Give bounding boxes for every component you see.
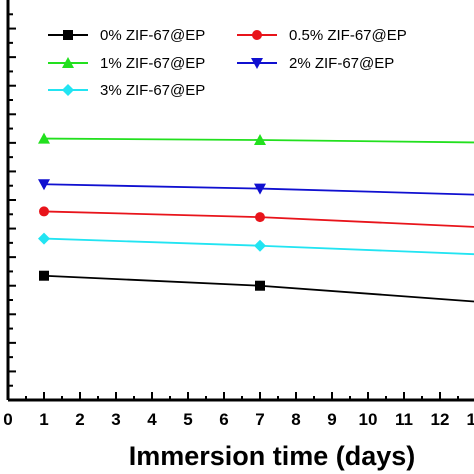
data-point (254, 134, 266, 145)
x-tick-label: 9 (327, 410, 336, 429)
data-point (39, 270, 49, 281)
legend-label: 0.5% ZIF-67@EP (289, 27, 407, 44)
legend-label: 2% ZIF-67@EP (289, 55, 394, 72)
series-group (38, 132, 474, 303)
x-tick-label: 4 (147, 410, 157, 429)
data-point (39, 206, 49, 217)
x-tick-label: 8 (291, 410, 300, 429)
legend-marker (251, 58, 263, 69)
legend-marker (63, 30, 73, 40)
legend-label: 0% ZIF-67@EP (100, 27, 205, 44)
data-point (254, 183, 266, 195)
axes: 012345678910111213 (3, 0, 474, 429)
x-tick-label: 3 (111, 410, 120, 429)
data-point (38, 232, 50, 245)
legend: 0% ZIF-67@EP 0.5% ZIF-67@EP 1% ZIF-67@EP 2%… (48, 27, 407, 99)
legend-label: 1% ZIF-67@EP (100, 55, 205, 72)
x-axis-title: Immersion time (days) (129, 441, 416, 471)
x-tick-label: 1 (39, 410, 48, 429)
x-tick-label: 11 (395, 410, 413, 429)
data-point (254, 239, 266, 252)
x-tick-label: 2 (75, 410, 84, 429)
x-tick-label: 6 (219, 410, 228, 429)
x-tick-label: 10 (359, 410, 378, 429)
legend-label: 3% ZIF-67@EP (100, 82, 205, 99)
data-point (38, 132, 50, 144)
legend-marker (252, 30, 262, 40)
x-tick-label: 12 (431, 410, 450, 429)
data-point (255, 280, 265, 291)
x-tick-label: 7 (255, 410, 264, 429)
legend-marker (62, 84, 74, 96)
x-tick-label: 5 (183, 410, 192, 429)
data-point (255, 212, 265, 223)
legend-marker (62, 57, 74, 68)
x-tick-label: 13 (467, 410, 474, 429)
data-point (38, 179, 50, 191)
x-tick-label: 0 (3, 410, 12, 429)
